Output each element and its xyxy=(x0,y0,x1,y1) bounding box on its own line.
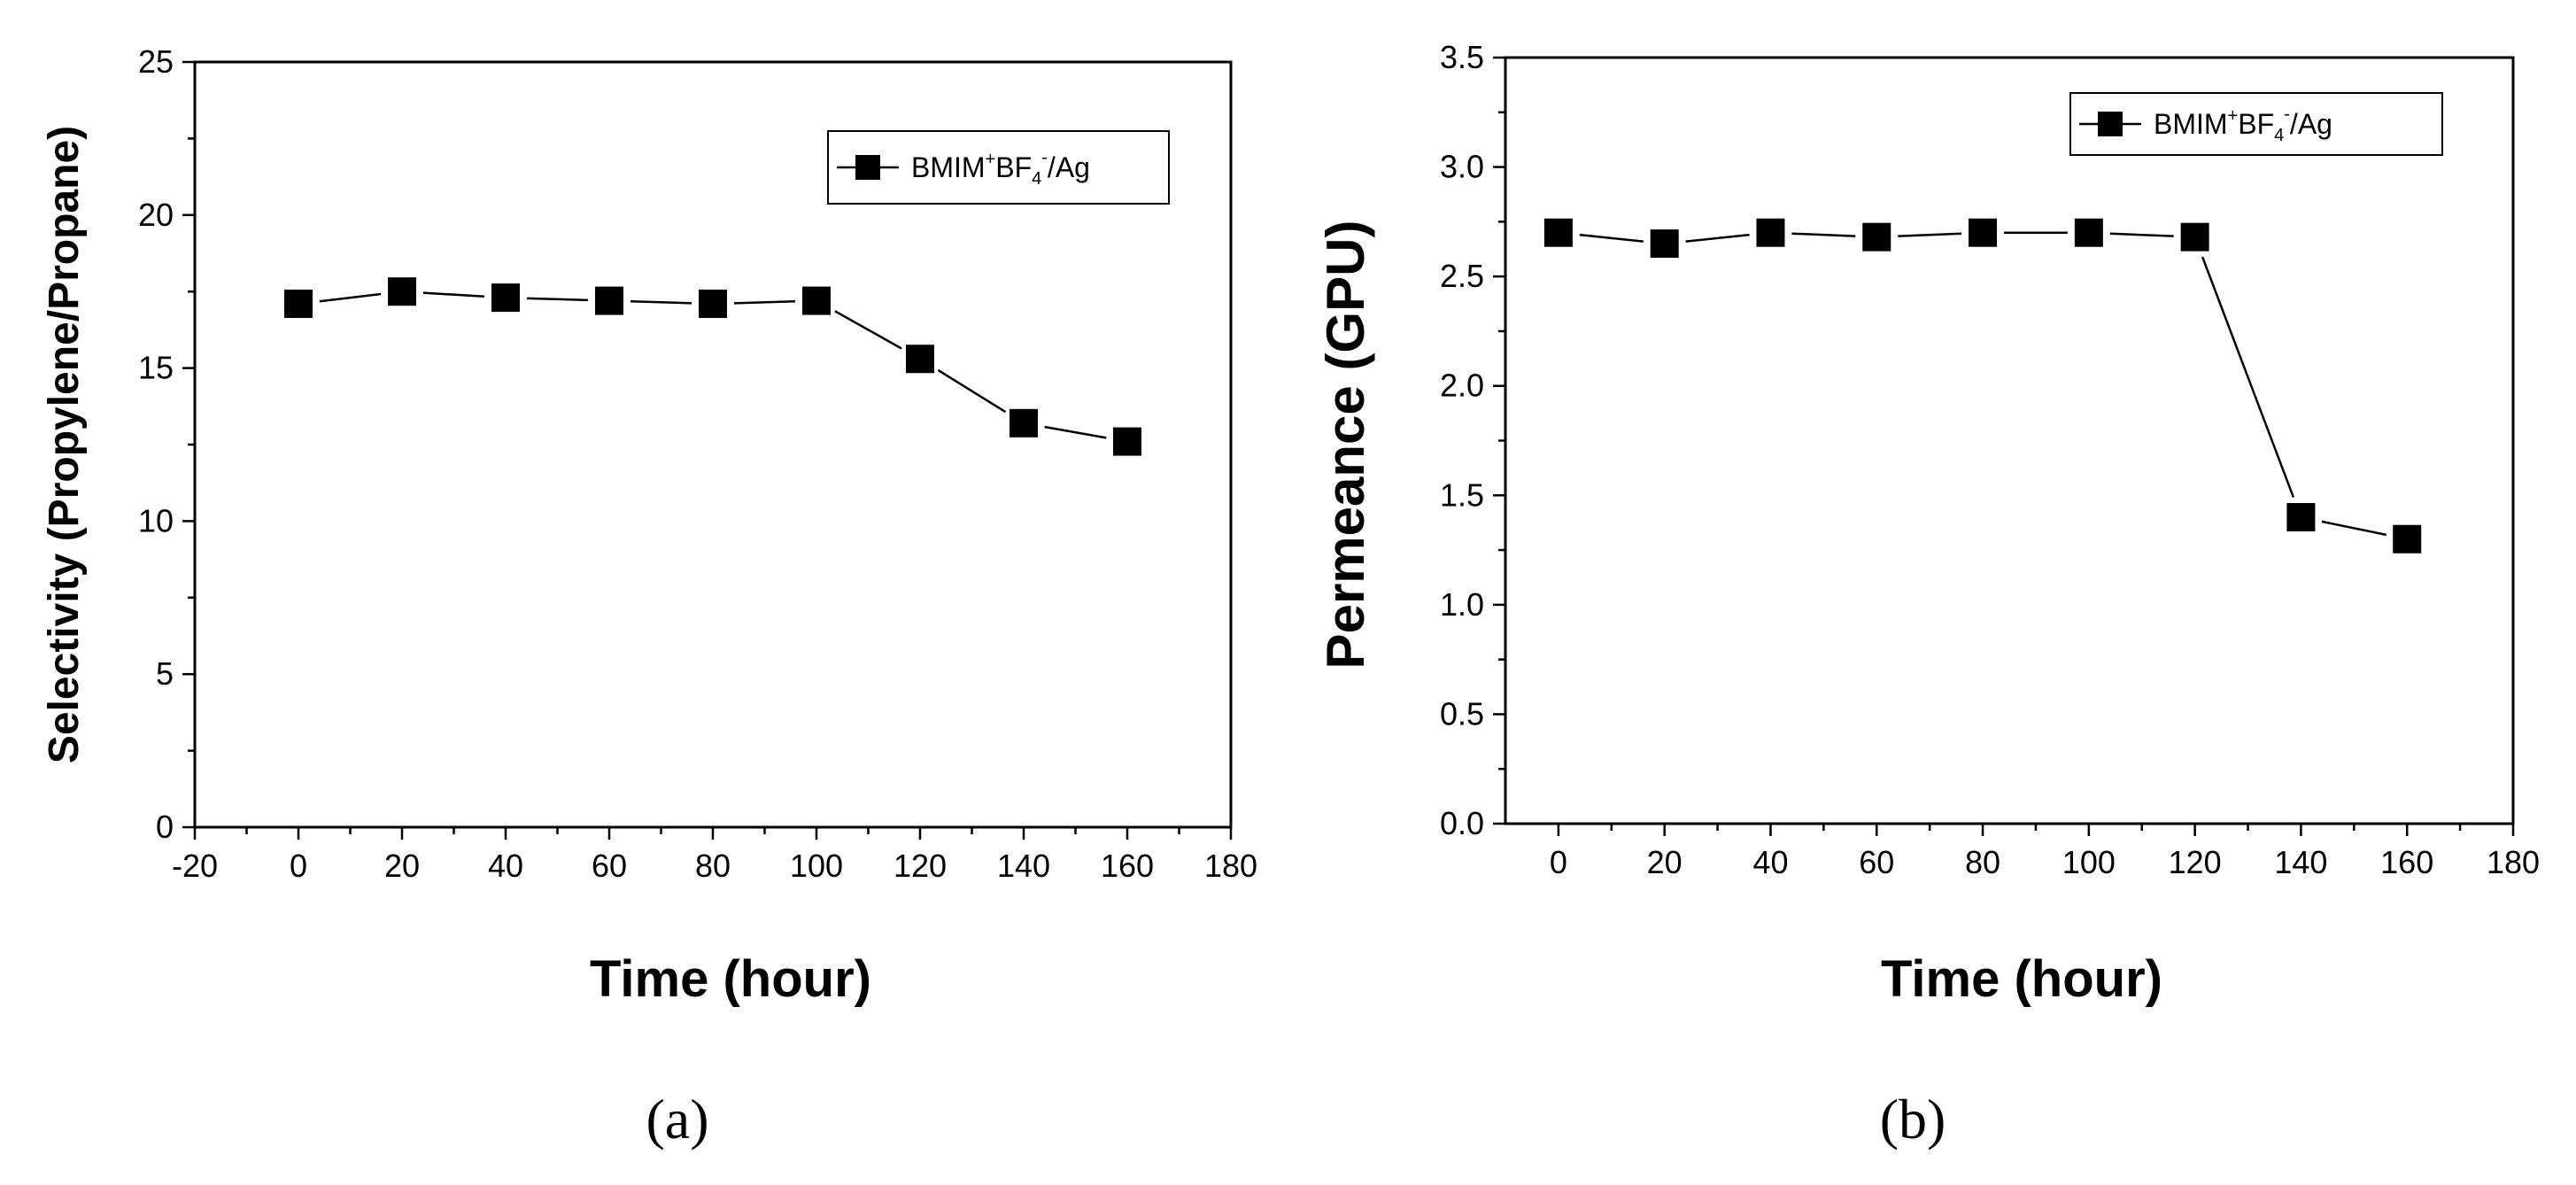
x-tick-label: 180 xyxy=(2487,844,2540,880)
y-tick-label: 0 xyxy=(156,809,174,845)
x-tick-label: 180 xyxy=(1204,848,1257,884)
series-line-segment xyxy=(319,292,382,303)
x-tick-label: 160 xyxy=(2380,844,2433,880)
x-axis-label: Time (hour) xyxy=(1881,950,2162,1008)
data-point xyxy=(2393,524,2422,554)
x-tick-label: 20 xyxy=(384,848,420,884)
y-tick-label: 3.5 xyxy=(1440,39,1484,75)
y-tick-label: 2.0 xyxy=(1440,368,1484,404)
x-tick-label: 140 xyxy=(2274,844,2327,880)
chart-panel-a: -20 0 20 40 60 80 100 120 140 160 1800510152025Tim… xyxy=(41,43,1257,1150)
series-line-segment xyxy=(733,300,796,305)
data-point xyxy=(1969,218,1998,247)
y-axis-label: Permeance (GPU) xyxy=(1316,221,1375,670)
data-point xyxy=(1756,218,1785,247)
legend-label: BMIM+BF4-/Ag xyxy=(911,148,1090,189)
x-tick-label: 80 xyxy=(1965,844,2000,880)
y-tick-label: 1.0 xyxy=(1440,586,1484,623)
series-line-segment xyxy=(526,297,589,302)
series-line-segment xyxy=(834,310,902,350)
series-line-segment xyxy=(2201,256,2295,498)
series-line-segment xyxy=(630,300,692,305)
data-point xyxy=(2074,218,2103,247)
x-tick-label: 0 xyxy=(1550,844,1567,880)
x-tick-label: 80 xyxy=(695,848,731,884)
x-tick-label: 40 xyxy=(488,848,523,884)
y-tick-label: 0.0 xyxy=(1440,805,1484,841)
y-tick-label: 5 xyxy=(156,655,174,692)
data-point xyxy=(1010,408,1038,438)
series-line-segment xyxy=(2109,232,2174,237)
legend: BMIM+BF4-/Ag xyxy=(827,130,1170,205)
data-point xyxy=(1543,218,1573,247)
legend-label: BMIM+BF4-/Ag xyxy=(2154,105,2332,145)
x-tick-label: 120 xyxy=(893,848,947,884)
data-point xyxy=(1862,222,1891,252)
y-tick-label: 15 xyxy=(138,350,174,386)
plot-frame xyxy=(1504,56,2515,825)
y-tick-label: 10 xyxy=(138,502,174,538)
x-tick-label: 0 xyxy=(290,848,307,884)
chart-panel-b: 0 20 40 60 80 100 120 140 160 180 0.0 0.5 1.0 1.5 2.0 2… xyxy=(1316,39,2540,1150)
data-point xyxy=(802,286,831,315)
panel-label: (a) xyxy=(646,1088,708,1150)
x-tick-label: 60 xyxy=(1859,844,1894,880)
data-point xyxy=(491,283,520,313)
data-point xyxy=(388,277,416,306)
x-tick-label: 100 xyxy=(2062,844,2116,880)
data-point xyxy=(284,290,313,319)
x-tick-label: 20 xyxy=(1647,844,1683,880)
x-tick-label: 60 xyxy=(592,848,627,884)
data-point xyxy=(595,286,623,315)
x-tick-label: 160 xyxy=(1101,848,1154,884)
data-point xyxy=(2180,222,2209,252)
legend: BMIM+BF4-/Ag xyxy=(2069,92,2443,156)
y-tick-label: 3.0 xyxy=(1440,149,1484,185)
x-tick-label: 120 xyxy=(2169,844,2222,880)
y-tick-label: 20 xyxy=(138,197,174,233)
y-tick-label: 0.5 xyxy=(1440,695,1484,732)
x-tick-label: 40 xyxy=(1752,844,1788,880)
series-line-segment xyxy=(2321,520,2386,537)
data-point xyxy=(1113,427,1141,456)
y-tick-label: 2.5 xyxy=(1440,258,1484,294)
series-line-segment xyxy=(1044,425,1107,439)
series-line-segment xyxy=(937,368,1007,414)
y-tick-label: 1.5 xyxy=(1440,476,1484,513)
series-line-segment xyxy=(1791,232,1856,237)
panel-label: (b) xyxy=(1880,1088,1946,1150)
data-point xyxy=(906,345,934,374)
y-tick-label: 25 xyxy=(138,43,174,80)
x-tick-label: 100 xyxy=(790,848,843,884)
data-point xyxy=(2286,503,2316,531)
x-axis-label: Time (hour) xyxy=(590,950,871,1008)
x-tick-label: 140 xyxy=(997,848,1050,884)
legend-marker xyxy=(2098,112,2123,136)
series-line-segment xyxy=(1898,232,1962,237)
data-point xyxy=(699,290,727,319)
x-tick-label: -20 xyxy=(172,848,218,884)
y-axis-label: Selectivity (Propylene/Propane) xyxy=(41,126,88,763)
legend-marker xyxy=(855,155,880,180)
series-line-segment xyxy=(422,291,485,298)
data-point xyxy=(1650,229,1679,259)
series-line-segment xyxy=(1579,233,1644,243)
series-line-segment xyxy=(1685,233,1750,243)
